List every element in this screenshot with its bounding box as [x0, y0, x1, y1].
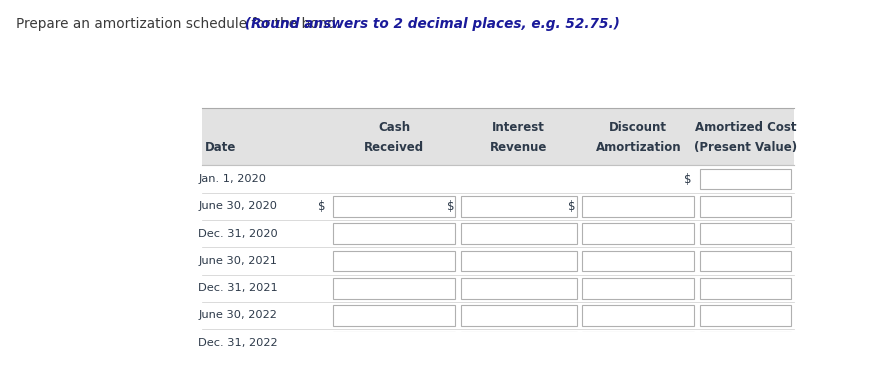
Text: (Present Value): (Present Value)	[694, 141, 797, 154]
FancyBboxPatch shape	[582, 196, 695, 217]
Text: June 30, 2020: June 30, 2020	[198, 201, 277, 211]
Text: June 30, 2022: June 30, 2022	[198, 310, 277, 320]
FancyBboxPatch shape	[461, 305, 577, 326]
FancyBboxPatch shape	[461, 278, 577, 298]
FancyBboxPatch shape	[700, 251, 791, 271]
Text: Cash: Cash	[378, 121, 410, 134]
FancyBboxPatch shape	[582, 332, 695, 353]
FancyBboxPatch shape	[461, 251, 577, 271]
Text: Received: Received	[364, 141, 424, 154]
Text: Discount: Discount	[610, 121, 667, 134]
FancyBboxPatch shape	[582, 360, 695, 373]
Text: Amortization: Amortization	[595, 141, 681, 154]
FancyBboxPatch shape	[461, 223, 577, 244]
FancyBboxPatch shape	[333, 332, 455, 353]
FancyBboxPatch shape	[700, 223, 791, 244]
FancyBboxPatch shape	[700, 332, 791, 353]
Text: Amortized Cost: Amortized Cost	[695, 121, 797, 134]
FancyBboxPatch shape	[461, 332, 577, 353]
FancyBboxPatch shape	[333, 223, 455, 244]
FancyBboxPatch shape	[700, 278, 791, 298]
FancyBboxPatch shape	[202, 108, 794, 165]
FancyBboxPatch shape	[582, 278, 695, 298]
FancyBboxPatch shape	[461, 360, 577, 373]
Text: $: $	[446, 200, 454, 213]
Text: June 30, 2021: June 30, 2021	[198, 256, 277, 266]
Text: $: $	[318, 200, 325, 213]
Text: (Round answers to 2 decimal places, e.g. 52.75.): (Round answers to 2 decimal places, e.g.…	[240, 17, 620, 31]
Text: Prepare an amortization schedule for the bond.: Prepare an amortization schedule for the…	[16, 17, 341, 31]
Text: Dec. 31, 2020: Dec. 31, 2020	[198, 229, 278, 239]
Text: Jan. 1, 2020: Jan. 1, 2020	[198, 174, 266, 184]
FancyBboxPatch shape	[333, 360, 455, 373]
Text: Revenue: Revenue	[490, 141, 547, 154]
FancyBboxPatch shape	[582, 251, 695, 271]
FancyBboxPatch shape	[333, 278, 455, 298]
Text: $: $	[568, 200, 575, 213]
Text: Date: Date	[206, 141, 237, 154]
FancyBboxPatch shape	[333, 196, 455, 217]
Text: Dec. 31, 2022: Dec. 31, 2022	[198, 338, 278, 348]
FancyBboxPatch shape	[461, 196, 577, 217]
FancyBboxPatch shape	[333, 305, 455, 326]
FancyBboxPatch shape	[333, 251, 455, 271]
FancyBboxPatch shape	[582, 305, 695, 326]
FancyBboxPatch shape	[700, 196, 791, 217]
FancyBboxPatch shape	[582, 223, 695, 244]
Text: Interest: Interest	[493, 121, 545, 134]
FancyBboxPatch shape	[700, 305, 791, 326]
FancyBboxPatch shape	[700, 169, 791, 189]
Text: Dec. 31, 2021: Dec. 31, 2021	[198, 283, 278, 293]
Text: $: $	[684, 173, 692, 185]
